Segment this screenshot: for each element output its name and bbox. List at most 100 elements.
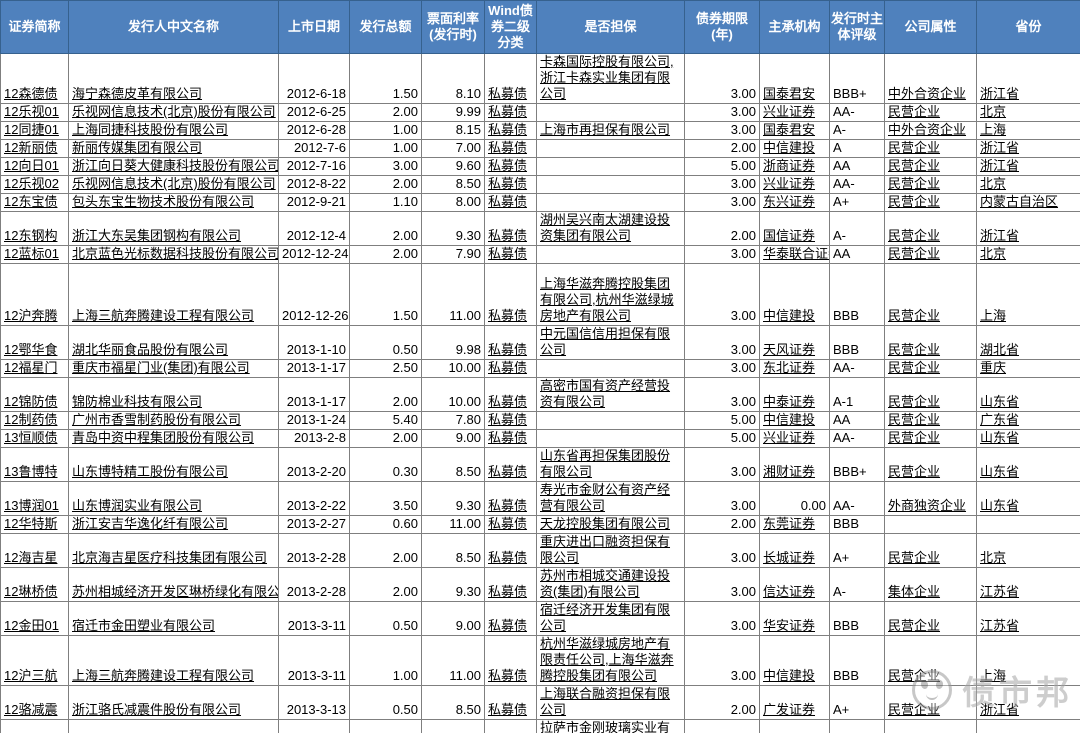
table-cell[interactable]: 天风证券 [759, 325, 830, 360]
table-cell[interactable]: 民营企业 [884, 533, 977, 568]
table-cell[interactable]: 2.00 [684, 139, 760, 158]
table-cell[interactable]: 2013-3-13 [278, 685, 350, 720]
table-cell[interactable]: 12金刚债 [0, 719, 69, 733]
table-cell[interactable]: 私募债 [484, 429, 537, 448]
table-cell[interactable]: 兴业证券 [759, 429, 830, 448]
table-cell[interactable]: 私募债 [484, 157, 537, 176]
table-cell[interactable]: 2012-8-22 [278, 175, 350, 194]
table-cell[interactable]: 0.60 [349, 515, 422, 534]
table-cell[interactable]: 江苏省 [976, 567, 1080, 602]
column-header[interactable]: 发行人中文名称 [68, 0, 279, 54]
table-cell[interactable]: 民营企业 [884, 359, 977, 378]
column-header[interactable]: 证券简称 [0, 0, 69, 54]
table-cell[interactable]: 3.00 [684, 567, 760, 602]
table-cell[interactable]: 北京 [976, 175, 1080, 194]
table-cell[interactable]: 青岛中资中程集团股份有限公司 [68, 429, 279, 448]
table-cell[interactable]: 2013-2-8 [278, 429, 350, 448]
table-cell[interactable]: 私募债 [484, 601, 537, 636]
table-cell[interactable]: 私募债 [484, 245, 537, 264]
table-cell[interactable]: 上海同捷科技股份有限公司 [68, 121, 279, 140]
table-cell[interactable]: 3.00 [684, 263, 760, 326]
table-cell[interactable]: AA- [829, 175, 885, 194]
table-cell[interactable]: 10.00 [421, 359, 485, 378]
table-cell[interactable]: 中泰证券 [759, 377, 830, 412]
table-cell[interactable]: 杭州华滋绿城房地产有限责任公司,上海华滋奔腾控股集团有限公司 [536, 635, 685, 686]
table-cell[interactable]: 浙江向日葵大健康科技股份有限公司 [68, 157, 279, 176]
table-cell[interactable]: 2013-2-28 [278, 533, 350, 568]
table-cell[interactable]: 信达证券 [759, 567, 830, 602]
table-cell[interactable]: 民营企业 [884, 685, 977, 720]
table-cell[interactable]: 2.00 [349, 533, 422, 568]
table-cell[interactable]: 3.00 [684, 377, 760, 412]
table-cell[interactable]: 广发证券 [759, 685, 830, 720]
table-cell[interactable]: 8.50 [421, 447, 485, 482]
table-cell[interactable]: 东北证券 [759, 359, 830, 378]
table-cell[interactable]: 内蒙古自治区 [976, 193, 1080, 212]
table-cell[interactable]: 3.00 [684, 193, 760, 212]
table-cell[interactable]: AA- [829, 429, 885, 448]
table-cell[interactable]: 浙江省 [976, 139, 1080, 158]
table-cell[interactable]: 山东博润实业有限公司 [68, 481, 279, 516]
table-cell[interactable]: 12福星门 [0, 359, 69, 378]
table-cell[interactable]: 东兴证券 [759, 193, 830, 212]
column-header[interactable]: 主承机构 [759, 0, 830, 54]
table-cell[interactable]: 12沪三航 [0, 635, 69, 686]
table-cell[interactable]: 宿迁经济开发集团有限公司 [536, 601, 685, 636]
table-cell[interactable]: 乐视网信息技术(北京)股份有限公司 [68, 175, 279, 194]
table-cell[interactable]: 8.15 [421, 121, 485, 140]
table-cell[interactable]: 11.00 [421, 515, 485, 534]
table-cell[interactable] [536, 103, 685, 122]
table-cell[interactable]: 3.00 [684, 121, 760, 140]
table-cell[interactable]: 3.50 [349, 481, 422, 516]
table-cell[interactable]: 2013-1-10 [278, 325, 350, 360]
table-cell[interactable]: A- [829, 121, 885, 140]
table-cell[interactable]: 民营企业 [884, 377, 977, 412]
table-cell[interactable] [536, 245, 685, 264]
table-cell[interactable]: 9.00 [421, 429, 485, 448]
table-cell[interactable]: 山东省 [976, 447, 1080, 482]
table-cell[interactable]: 私募债 [484, 719, 537, 733]
table-cell[interactable]: 中信建投 [759, 139, 830, 158]
table-cell[interactable]: 12东宝债 [0, 193, 69, 212]
table-cell[interactable]: 2012-9-21 [278, 193, 350, 212]
table-cell[interactable]: 5.00 [684, 429, 760, 448]
table-cell[interactable]: 7.80 [421, 411, 485, 430]
table-cell[interactable]: 广州市香雪制药股份有限公司 [68, 411, 279, 430]
table-cell[interactable]: 9.30 [421, 481, 485, 516]
table-cell[interactable]: 12琳桥债 [0, 567, 69, 602]
table-cell[interactable]: 重庆进出口融资担保有限公司 [536, 533, 685, 568]
table-cell[interactable]: 寿光市金财公有资产经营有限公司 [536, 481, 685, 516]
table-cell[interactable]: 拉萨市金刚玻璃实业有限公司 [536, 719, 685, 733]
table-cell[interactable]: 山东省再担保集团股份有限公司 [536, 447, 685, 482]
table-cell[interactable]: 12新丽债 [0, 139, 69, 158]
table-cell[interactable] [536, 157, 685, 176]
table-cell[interactable]: 民营企业 [884, 211, 977, 246]
table-cell[interactable]: 2012-6-18 [278, 53, 350, 104]
table-cell[interactable]: 公众企业 [884, 719, 977, 733]
table-cell[interactable]: 北京 [976, 245, 1080, 264]
table-cell[interactable] [884, 515, 977, 534]
column-header[interactable]: 上市日期 [278, 0, 350, 54]
table-cell[interactable]: 1.50 [349, 53, 422, 104]
table-cell[interactable] [976, 515, 1080, 534]
table-cell[interactable]: 9.30 [421, 211, 485, 246]
table-cell[interactable]: 2.00 [349, 211, 422, 246]
table-cell[interactable]: 8.50 [421, 719, 485, 733]
table-cell[interactable]: 长城证券 [759, 533, 830, 568]
table-cell[interactable]: 民营企业 [884, 325, 977, 360]
table-cell[interactable]: 12森德债 [0, 53, 69, 104]
table-cell[interactable]: 2.30 [349, 719, 422, 733]
table-cell[interactable]: 2012-12-4 [278, 211, 350, 246]
table-cell[interactable]: 0.50 [349, 601, 422, 636]
table-cell[interactable]: 浙江省 [976, 685, 1080, 720]
table-cell[interactable]: 北京 [976, 103, 1080, 122]
table-cell[interactable]: 2012-7-16 [278, 157, 350, 176]
table-cell[interactable]: 2.00 [349, 567, 422, 602]
table-cell[interactable]: 2012-12-26 [278, 263, 350, 326]
table-cell[interactable]: 0.50 [349, 325, 422, 360]
table-cell[interactable]: 重庆 [976, 359, 1080, 378]
table-cell[interactable]: 2.50 [349, 359, 422, 378]
table-cell[interactable]: 私募债 [484, 411, 537, 430]
table-cell[interactable]: 私募债 [484, 447, 537, 482]
table-cell[interactable]: 民营企业 [884, 411, 977, 430]
